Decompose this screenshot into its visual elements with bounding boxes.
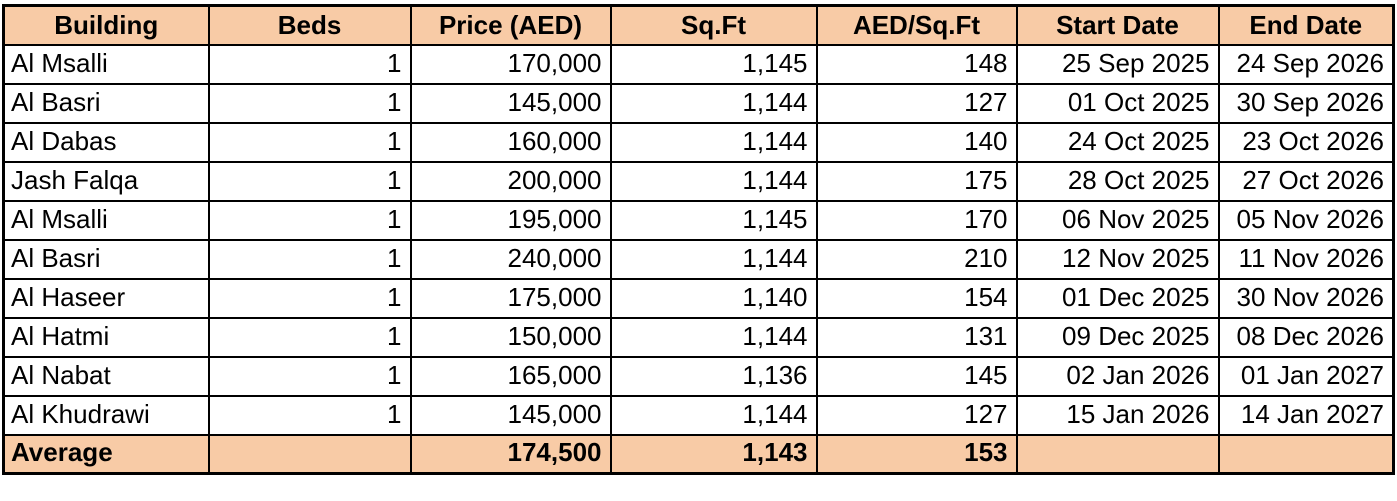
cell-price[interactable]: 240,000 <box>409 238 612 280</box>
table-row: Al Basri 1 240,000 1,144 210 12 Nov 2025… <box>2 238 1395 280</box>
cell-aed-per-sqft[interactable]: 154 <box>815 277 1018 319</box>
average-beds-cell[interactable] <box>207 433 412 475</box>
cell-building[interactable]: Al Haseer <box>2 277 210 319</box>
column-header-price[interactable]: Price (AED) <box>409 4 612 46</box>
cell-aed-per-sqft[interactable]: 210 <box>815 238 1018 280</box>
cell-sqft[interactable]: 1,145 <box>609 199 818 241</box>
cell-end-date[interactable]: 14 Jan 2027 <box>1217 394 1395 436</box>
cell-sqft[interactable]: 1,144 <box>609 238 818 280</box>
cell-start-date[interactable]: 02 Jan 2026 <box>1015 355 1220 397</box>
cell-aed-per-sqft[interactable]: 175 <box>815 160 1018 202</box>
cell-start-date[interactable]: 15 Jan 2026 <box>1015 394 1220 436</box>
cell-sqft[interactable]: 1,140 <box>609 277 818 319</box>
cell-sqft[interactable]: 1,145 <box>609 43 818 85</box>
cell-building[interactable]: Jash Falqa <box>2 160 210 202</box>
cell-start-date[interactable]: 09 Dec 2025 <box>1015 316 1220 358</box>
cell-end-date[interactable]: 30 Sep 2026 <box>1217 82 1395 124</box>
cell-aed-per-sqft[interactable]: 148 <box>815 43 1018 85</box>
cell-start-date[interactable]: 12 Nov 2025 <box>1015 238 1220 280</box>
cell-start-date[interactable]: 24 Oct 2025 <box>1015 121 1220 163</box>
cell-beds[interactable]: 1 <box>207 82 412 124</box>
cell-building[interactable]: Al Msalli <box>2 43 210 85</box>
cell-price[interactable]: 175,000 <box>409 277 612 319</box>
cell-building[interactable]: Al Dabas <box>2 121 210 163</box>
cell-aed-per-sqft[interactable]: 170 <box>815 199 1018 241</box>
rental-comparison-table: Building Beds Price (AED) Sq.Ft AED/Sq.F… <box>2 4 1395 475</box>
cell-beds[interactable]: 1 <box>207 238 412 280</box>
cell-beds[interactable]: 1 <box>207 355 412 397</box>
cell-end-date[interactable]: 11 Nov 2026 <box>1217 238 1395 280</box>
cell-start-date[interactable]: 25 Sep 2025 <box>1015 43 1220 85</box>
cell-beds[interactable]: 1 <box>207 316 412 358</box>
cell-beds[interactable]: 1 <box>207 43 412 85</box>
column-header-building[interactable]: Building <box>2 4 210 46</box>
cell-aed-per-sqft[interactable]: 131 <box>815 316 1018 358</box>
cell-building[interactable]: Al Basri <box>2 82 210 124</box>
table-row: Al Khudrawi 1 145,000 1,144 127 15 Jan 2… <box>2 394 1395 436</box>
average-end-date-cell[interactable] <box>1217 433 1395 475</box>
cell-beds[interactable]: 1 <box>207 160 412 202</box>
average-label-cell[interactable]: Average <box>2 433 210 475</box>
cell-start-date[interactable]: 01 Oct 2025 <box>1015 82 1220 124</box>
cell-sqft[interactable]: 1,144 <box>609 316 818 358</box>
cell-price[interactable]: 145,000 <box>409 82 612 124</box>
table-body: Al Msalli 1 170,000 1,145 148 25 Sep 202… <box>2 43 1395 436</box>
table-row: Al Dabas 1 160,000 1,144 140 24 Oct 2025… <box>2 121 1395 163</box>
cell-aed-per-sqft[interactable]: 127 <box>815 394 1018 436</box>
table-row: Al Basri 1 145,000 1,144 127 01 Oct 2025… <box>2 82 1395 124</box>
cell-sqft[interactable]: 1,144 <box>609 394 818 436</box>
cell-price[interactable]: 195,000 <box>409 199 612 241</box>
cell-end-date[interactable]: 01 Jan 2027 <box>1217 355 1395 397</box>
cell-building[interactable]: Al Msalli <box>2 199 210 241</box>
cell-sqft[interactable]: 1,144 <box>609 121 818 163</box>
table-row: Al Msalli 1 170,000 1,145 148 25 Sep 202… <box>2 43 1395 85</box>
cell-end-date[interactable]: 30 Nov 2026 <box>1217 277 1395 319</box>
cell-start-date[interactable]: 06 Nov 2025 <box>1015 199 1220 241</box>
table-row: Jash Falqa 1 200,000 1,144 175 28 Oct 20… <box>2 160 1395 202</box>
average-row: Average 174,500 1,143 153 <box>2 433 1395 475</box>
cell-end-date[interactable]: 24 Sep 2026 <box>1217 43 1395 85</box>
cell-end-date[interactable]: 05 Nov 2026 <box>1217 199 1395 241</box>
average-price-cell[interactable]: 174,500 <box>409 433 612 475</box>
column-header-aed-per-sqft[interactable]: AED/Sq.Ft <box>815 4 1018 46</box>
cell-sqft[interactable]: 1,144 <box>609 160 818 202</box>
cell-sqft[interactable]: 1,136 <box>609 355 818 397</box>
average-start-date-cell[interactable] <box>1015 433 1220 475</box>
cell-price[interactable]: 170,000 <box>409 43 612 85</box>
cell-building[interactable]: Al Khudrawi <box>2 394 210 436</box>
table-row: Al Haseer 1 175,000 1,140 154 01 Dec 202… <box>2 277 1395 319</box>
column-header-end-date[interactable]: End Date <box>1217 4 1395 46</box>
cell-beds[interactable]: 1 <box>207 394 412 436</box>
cell-beds[interactable]: 1 <box>207 199 412 241</box>
cell-start-date[interactable]: 01 Dec 2025 <box>1015 277 1220 319</box>
cell-aed-per-sqft[interactable]: 140 <box>815 121 1018 163</box>
cell-price[interactable]: 165,000 <box>409 355 612 397</box>
column-header-sqft[interactable]: Sq.Ft <box>609 4 818 46</box>
table-row: Al Hatmi 1 150,000 1,144 131 09 Dec 2025… <box>2 316 1395 358</box>
cell-price[interactable]: 150,000 <box>409 316 612 358</box>
cell-end-date[interactable]: 23 Oct 2026 <box>1217 121 1395 163</box>
header-row: Building Beds Price (AED) Sq.Ft AED/Sq.F… <box>2 4 1395 46</box>
cell-sqft[interactable]: 1,144 <box>609 82 818 124</box>
cell-end-date[interactable]: 08 Dec 2026 <box>1217 316 1395 358</box>
table-row: Al Nabat 1 165,000 1,136 145 02 Jan 2026… <box>2 355 1395 397</box>
cell-start-date[interactable]: 28 Oct 2025 <box>1015 160 1220 202</box>
cell-end-date[interactable]: 27 Oct 2026 <box>1217 160 1395 202</box>
cell-aed-per-sqft[interactable]: 127 <box>815 82 1018 124</box>
cell-aed-per-sqft[interactable]: 145 <box>815 355 1018 397</box>
cell-building[interactable]: Al Basri <box>2 238 210 280</box>
cell-price[interactable]: 145,000 <box>409 394 612 436</box>
cell-beds[interactable]: 1 <box>207 121 412 163</box>
table-row: Al Msalli 1 195,000 1,145 170 06 Nov 202… <box>2 199 1395 241</box>
cell-price[interactable]: 160,000 <box>409 121 612 163</box>
cell-building[interactable]: Al Hatmi <box>2 316 210 358</box>
column-header-beds[interactable]: Beds <box>207 4 412 46</box>
cell-price[interactable]: 200,000 <box>409 160 612 202</box>
column-header-start-date[interactable]: Start Date <box>1015 4 1220 46</box>
average-aed-per-sqft-cell[interactable]: 153 <box>815 433 1018 475</box>
cell-building[interactable]: Al Nabat <box>2 355 210 397</box>
cell-beds[interactable]: 1 <box>207 277 412 319</box>
average-sqft-cell[interactable]: 1,143 <box>609 433 818 475</box>
